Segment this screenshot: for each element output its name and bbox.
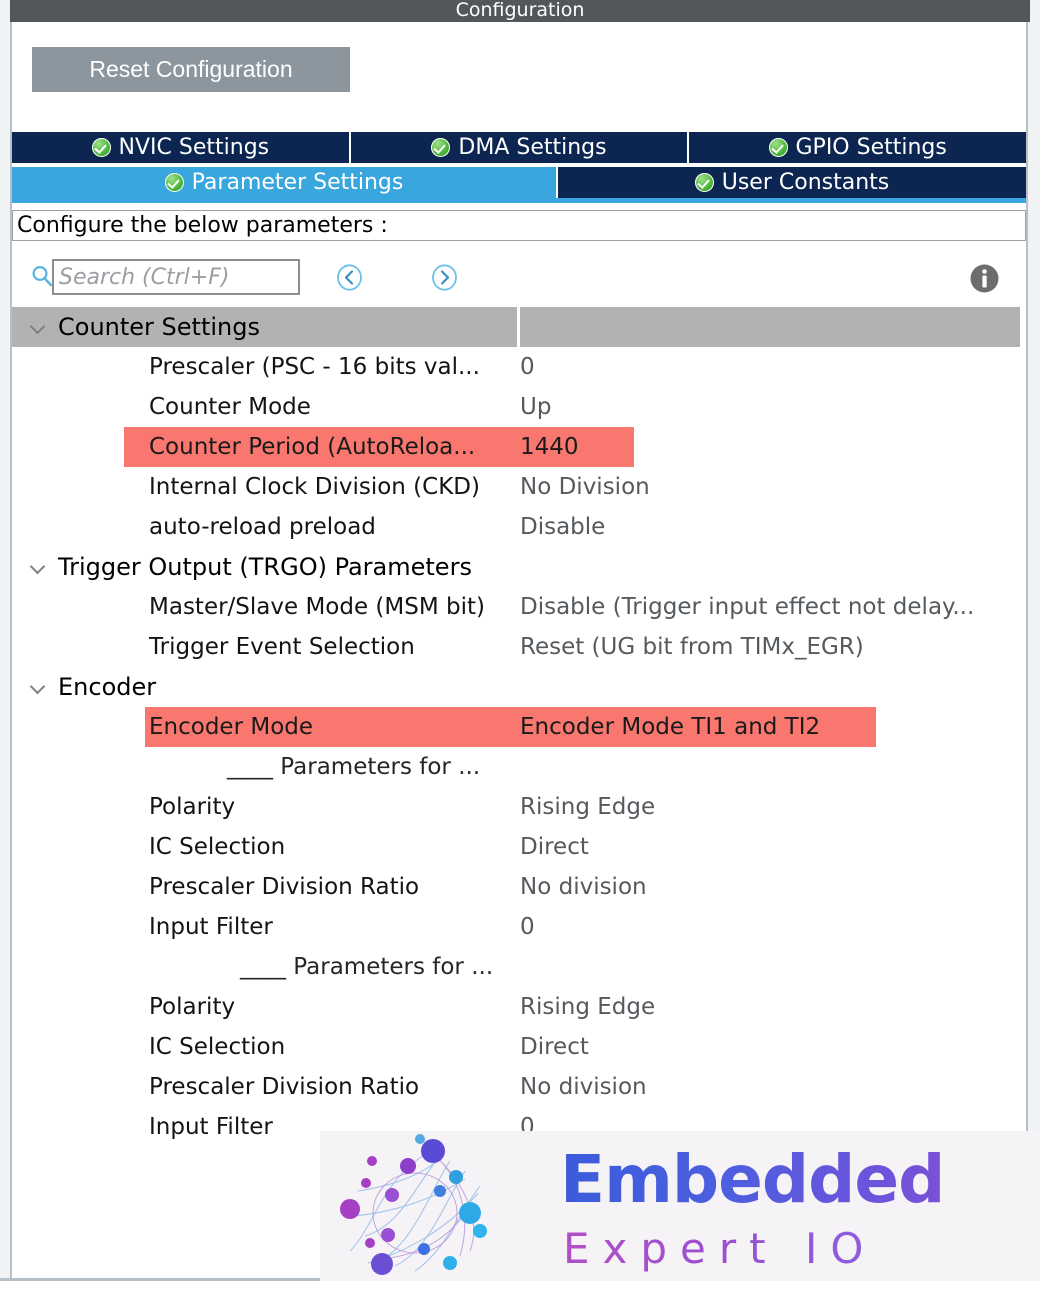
tab-label: NVIC Settings [118,135,270,160]
configure-hint-bar: Configure the below parameters : [12,210,1026,241]
tab-gpio-settings[interactable]: GPIO Settings [689,132,1027,163]
param-label: IC Selection [149,1034,286,1060]
watermark-title: Embedded [560,1137,945,1223]
param-label: ____ Parameters for ... [227,754,481,780]
param-label: IC Selection [149,834,286,860]
param-label: Prescaler Division Ratio [149,1074,420,1100]
table-subheader-row: ____ Parameters for ... [12,747,1020,787]
check-circle-icon [91,138,111,157]
tree-group-encoder[interactable]: Encoder [12,667,1020,707]
search-icon [30,264,54,288]
window-right-border [1026,22,1040,1278]
check-circle-icon [768,138,788,157]
search-input[interactable] [52,259,300,295]
table-subheader-row: ____ Parameters for ... [12,947,1020,987]
tree-group-counter-settings[interactable]: Counter Settings [12,307,1020,347]
table-row[interactable]: Counter Mode Up [12,387,1020,427]
table-row[interactable]: Polarity Rising Edge [12,787,1020,827]
table-row[interactable]: Prescaler Division Ratio No division [12,867,1020,907]
tab-label: GPIO Settings [795,135,947,160]
param-value[interactable]: Up [520,394,552,420]
param-value[interactable]: Encoder Mode TI1 and TI2 [520,714,821,740]
watermark-logo: Embedded Expert IO [320,1131,1040,1281]
chevron-down-icon[interactable] [30,679,46,695]
param-label: Input Filter [149,914,273,940]
param-label: Encoder Mode [149,714,314,740]
tree-group-trigger-output[interactable]: Trigger Output (TRGO) Parameters [12,547,1020,587]
group-label: Counter Settings [58,313,260,341]
row-highlight [124,427,634,467]
chevron-right-circle-icon[interactable] [431,264,458,291]
table-row[interactable]: Trigger Event Selection Reset (UG bit fr… [12,627,1020,667]
param-value[interactable]: Disable [520,514,606,540]
window-left-border [0,22,12,1278]
table-row[interactable]: Master/Slave Mode (MSM bit) Disable (Tri… [12,587,1020,627]
window-title: Configuration [10,0,1030,22]
param-value[interactable]: Rising Edge [520,994,656,1020]
table-row[interactable]: Prescaler (PSC - 16 bits val... 0 [12,347,1020,387]
param-label: auto-reload preload [149,514,376,540]
param-value[interactable]: Rising Edge [520,794,656,820]
param-label: Internal Clock Division (CKD) [149,474,480,500]
param-value[interactable]: 1440 [520,434,579,460]
param-label: Trigger Event Selection [149,634,415,660]
table-row[interactable]: Internal Clock Division (CKD) No Divisio… [12,467,1020,507]
tab-nvic-settings[interactable]: NVIC Settings [12,132,351,163]
param-value[interactable]: No division [520,874,647,900]
tab-bar-primary: NVIC Settings DMA Settings GPIO Settings [12,132,1027,163]
table-row[interactable]: auto-reload preload Disable [12,507,1020,547]
window-bottom-border [0,1278,1040,1309]
param-value[interactable]: No Division [520,474,650,500]
configuration-panel: Reset Configuration NVIC Settings DMA Se… [12,22,1027,1278]
table-row-highlighted[interactable]: Counter Period (AutoReloa... 1440 [12,427,1020,467]
tab-label: Parameter Settings [191,170,404,195]
param-value[interactable]: Direct [520,834,589,860]
parameter-tree[interactable]: Counter Settings Prescaler (PSC - 16 bit… [12,307,1020,1267]
param-label: Counter Mode [149,394,311,420]
group-label: Trigger Output (TRGO) Parameters [58,553,472,581]
param-label: ____ Parameters for ... [240,954,494,980]
param-value[interactable]: Disable (Trigger input effect not delay.… [520,594,975,620]
tab-label: DMA Settings [458,135,607,160]
param-label: Input Filter [149,1114,273,1140]
table-row[interactable]: Input Filter 0 [12,907,1020,947]
chevron-down-icon[interactable] [30,319,46,335]
param-label: Counter Period (AutoReloa... [149,434,476,460]
group-value-cell [520,307,1020,347]
group-label: Encoder [58,673,157,701]
param-label: Prescaler (PSC - 16 bits val... [149,354,480,380]
table-row[interactable]: IC Selection Direct [12,827,1020,867]
table-row-highlighted[interactable]: Encoder Mode Encoder Mode TI1 and TI2 [12,707,1020,747]
param-value[interactable]: 0 [520,914,535,940]
param-value[interactable]: 0 [520,354,535,380]
table-row[interactable]: IC Selection Direct [12,1027,1020,1067]
watermark-subtitle: Expert IO [563,1224,877,1273]
param-label: Polarity [149,794,236,820]
param-label: Master/Slave Mode (MSM bit) [149,594,485,620]
check-circle-icon [164,173,184,192]
param-label: Prescaler Division Ratio [149,874,420,900]
search-toolbar [12,250,1026,306]
active-tab-underline [12,198,1026,203]
chevron-down-icon[interactable] [30,559,46,575]
check-circle-icon [694,173,714,192]
table-row[interactable]: Prescaler Division Ratio No division [12,1067,1020,1107]
param-value[interactable]: No division [520,1074,647,1100]
network-node-logo-icon [340,1134,487,1275]
param-value[interactable]: Direct [520,1034,589,1060]
tab-label: User Constants [721,170,890,195]
chevron-left-circle-icon[interactable] [336,264,363,291]
tab-bar-secondary: Parameter Settings User Constants [12,167,1026,198]
check-circle-icon [431,138,451,157]
row-highlight [145,707,876,747]
tab-dma-settings[interactable]: DMA Settings [350,132,690,163]
tab-parameter-settings[interactable]: Parameter Settings [12,167,558,198]
tab-user-constants[interactable]: User Constants [558,167,1026,198]
reset-configuration-button[interactable]: Reset Configuration [32,47,350,92]
table-row[interactable]: Polarity Rising Edge [12,987,1020,1027]
param-value[interactable]: Reset (UG bit from TIMx_EGR) [520,634,864,660]
param-label: Polarity [149,994,236,1020]
info-icon[interactable] [969,263,1000,294]
